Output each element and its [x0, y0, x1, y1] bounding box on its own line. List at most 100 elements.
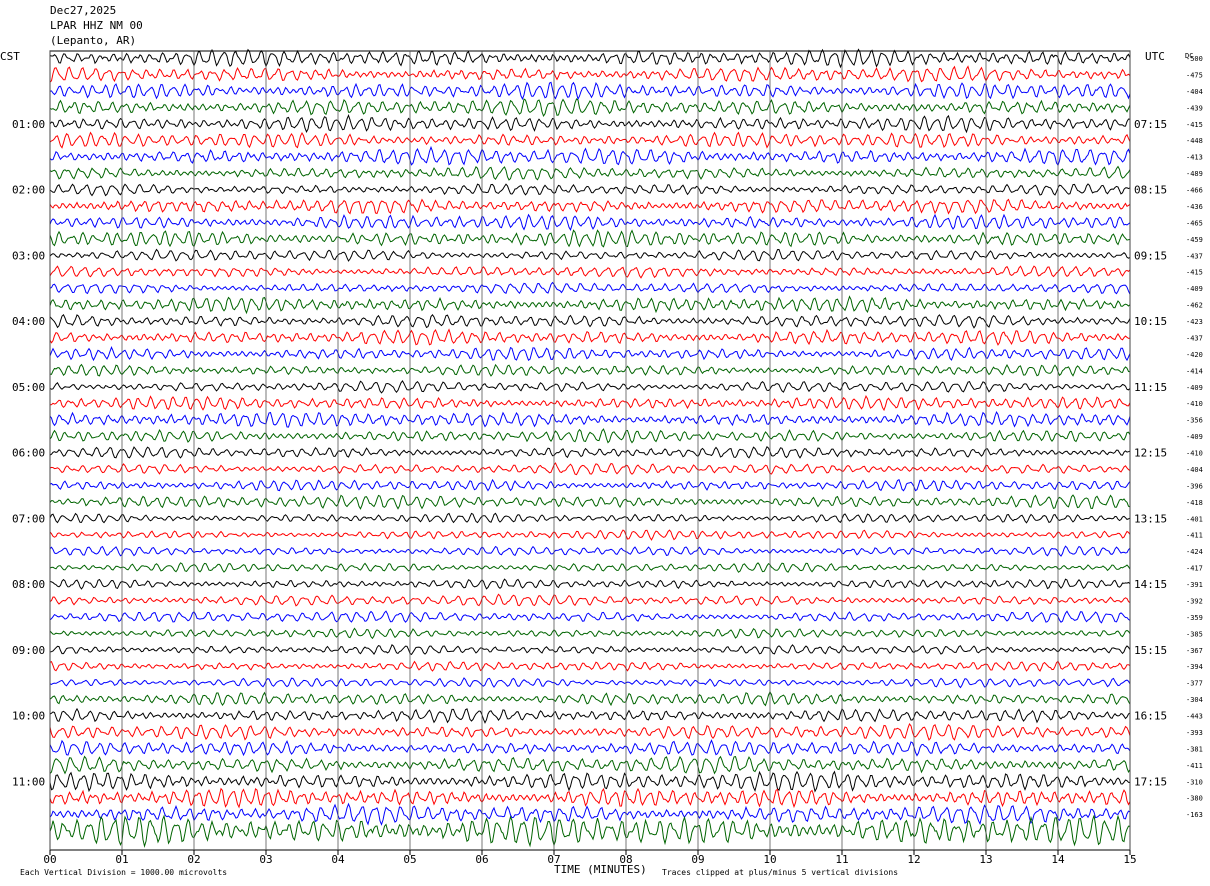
trace-line	[49, 229, 1131, 248]
trace-line	[49, 131, 1131, 149]
dc-offset-label: -414	[1186, 367, 1203, 375]
right-hour-label: 17:15	[1134, 775, 1167, 788]
x-tick-label: 14	[1051, 853, 1065, 866]
trace-line	[49, 265, 1131, 279]
trace-line	[49, 198, 1131, 215]
dc-offset-label: -410	[1186, 400, 1203, 408]
x-tick-label: 07	[547, 853, 560, 866]
dc-offset-label: -409	[1186, 384, 1203, 392]
trace-line	[49, 643, 1131, 656]
trace-line	[49, 295, 1131, 315]
dc-offset-label: -459	[1186, 236, 1203, 244]
dc-offset-label: -439	[1186, 104, 1203, 112]
right-axis-title: UTC	[1145, 50, 1165, 63]
trace-line	[49, 462, 1131, 476]
dc-offset-label: -404	[1186, 466, 1203, 474]
trace-line	[49, 65, 1131, 83]
trace-line	[49, 660, 1131, 672]
left-hour-label: 01:00	[12, 118, 45, 131]
left-hour-label: 07:00	[12, 512, 45, 525]
header-date: Dec27,2025	[50, 4, 117, 17]
x-tick-label: 04	[331, 853, 345, 866]
x-tick-label: 15	[1123, 853, 1136, 866]
trace-line	[49, 529, 1131, 541]
x-tick-label: 03	[259, 853, 272, 866]
dc-offset-label: -381	[1186, 745, 1203, 753]
dc-offset-label: -420	[1186, 351, 1203, 359]
left-axis-title: CST	[0, 50, 20, 63]
trace-line	[49, 787, 1131, 809]
dc-offset-label: -410	[1186, 450, 1203, 458]
trace-line	[49, 690, 1131, 707]
right-hour-label: 10:15	[1134, 315, 1167, 328]
dc-offset-label: -436	[1186, 203, 1203, 211]
trace-line	[49, 145, 1131, 167]
dc-offset-label: -393	[1186, 729, 1203, 737]
x-tick-label: 02	[187, 853, 200, 866]
right-hour-label: 07:15	[1134, 118, 1167, 131]
trace-line	[49, 593, 1131, 607]
x-tick-label: 09	[691, 853, 704, 866]
trace-line	[49, 363, 1131, 377]
dc-offset-label: -423	[1186, 318, 1203, 326]
trace-line	[49, 213, 1131, 231]
trace-line	[49, 183, 1131, 197]
trace-line	[49, 512, 1131, 524]
right-hour-label: 15:15	[1134, 644, 1167, 657]
dc-offset-label: -392	[1186, 597, 1203, 605]
dc-offset-label: -394	[1186, 663, 1203, 671]
trace-line	[49, 707, 1131, 724]
traces-group	[49, 48, 1131, 848]
right-hour-label: 16:15	[1134, 710, 1167, 723]
trace-line	[49, 380, 1131, 394]
trace-line	[49, 610, 1131, 624]
left-hour-label: 11:00	[12, 775, 45, 788]
dc-offset-label: -409	[1186, 285, 1203, 293]
x-tick-label: 10	[763, 853, 776, 866]
right-hour-label: 08:15	[1134, 184, 1167, 197]
trace-line	[49, 248, 1131, 262]
trace-line	[49, 410, 1131, 428]
trace-line	[49, 281, 1131, 295]
grid-group	[49, 50, 1131, 855]
dc-offset-label: -304	[1186, 696, 1203, 704]
left-hour-label: 02:00	[12, 184, 45, 197]
dc-offset-label: -356	[1186, 417, 1203, 425]
trace-line	[49, 313, 1131, 329]
plot-frame	[49, 50, 1131, 851]
dc-offset-label: -391	[1186, 581, 1203, 589]
trace-line	[49, 345, 1131, 362]
left-hour-label: 09:00	[12, 644, 45, 657]
dc-offset-label: -437	[1186, 252, 1203, 260]
labels-group: 00 01 02 03 04 05 06 07 08 09 10 11 12 13 14 15 01:00 02:…	[12, 55, 1203, 866]
x-axis-title: TIME (MINUTES)	[554, 863, 647, 876]
dc-offset-label: -377	[1186, 680, 1203, 688]
trace-line	[49, 478, 1131, 492]
header-station: LPAR HHZ NM 00	[50, 19, 143, 32]
dc-offset-label: -396	[1186, 482, 1203, 490]
dc-offset-label: -367	[1186, 647, 1203, 655]
header-location: (Lepanto, AR)	[50, 34, 137, 47]
dc-offset-label: -466	[1186, 187, 1203, 195]
left-hour-label: 05:00	[12, 381, 45, 394]
dc-offset-label: -465	[1186, 219, 1203, 227]
dc-offset-label: -500	[1186, 55, 1203, 63]
dc-offset-label: -385	[1186, 630, 1203, 638]
dc-offset-label: -489	[1186, 170, 1203, 178]
trace-line	[49, 494, 1131, 510]
trace-line	[49, 578, 1131, 590]
x-tick-label: 12	[907, 853, 920, 866]
trace-line	[49, 770, 1131, 793]
dc-offset-label: -359	[1186, 614, 1203, 622]
right-hour-label: 14:15	[1134, 578, 1167, 591]
dc-offset-label: -424	[1186, 548, 1203, 556]
left-hour-label: 04:00	[12, 315, 45, 328]
trace-line	[49, 113, 1131, 134]
dc-offset-label: -475	[1186, 71, 1203, 79]
x-tick-label: 13	[979, 853, 992, 866]
dc-offset-label: -163	[1186, 811, 1203, 819]
trace-line	[49, 739, 1131, 757]
trace-line	[49, 48, 1131, 69]
left-hour-label: 10:00	[12, 710, 45, 723]
